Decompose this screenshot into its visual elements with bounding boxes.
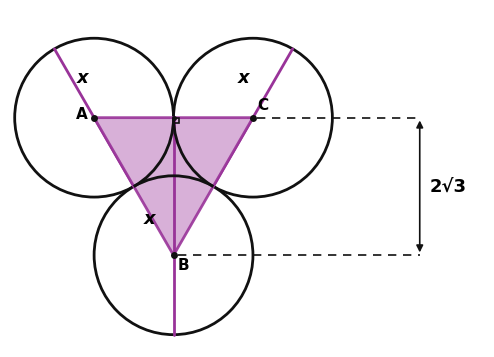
- Text: x: x: [238, 69, 249, 87]
- Circle shape: [173, 38, 332, 197]
- Bar: [173, 118, 179, 123]
- Text: 2√3: 2√3: [429, 177, 466, 195]
- Text: A: A: [76, 107, 88, 122]
- Text: C: C: [258, 98, 269, 113]
- Circle shape: [94, 176, 253, 335]
- Text: x: x: [77, 69, 88, 87]
- Circle shape: [15, 38, 173, 197]
- Polygon shape: [94, 118, 253, 255]
- Text: B: B: [177, 258, 189, 273]
- Text: x: x: [144, 211, 156, 228]
